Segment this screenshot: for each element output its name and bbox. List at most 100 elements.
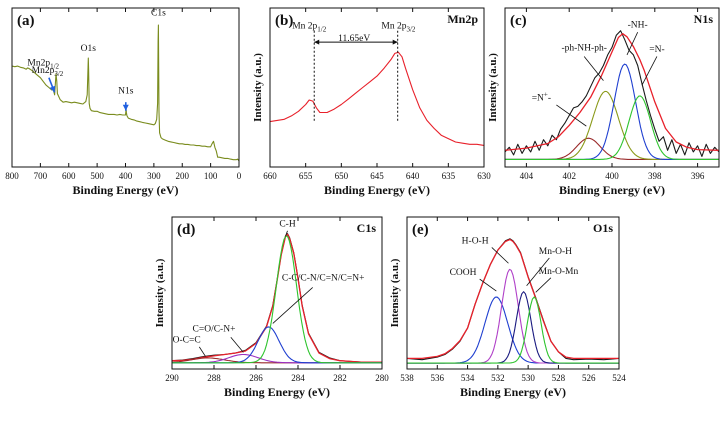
annotation-text: 11.65eV <box>338 34 370 44</box>
annotation-label: Mn2p3/2 <box>32 66 64 78</box>
annotation-arrow-head <box>49 85 56 93</box>
series-peak <box>407 296 619 364</box>
x-axis-label: Binding Energy (eV) <box>72 183 178 197</box>
plot-frame <box>406 216 620 370</box>
leader-line <box>198 346 206 357</box>
x-tick-label: 524 <box>612 373 626 383</box>
annotation-label: C-C/C-N/C=N/C=N+ <box>282 274 365 284</box>
plot-frame <box>504 7 720 168</box>
annotation-text: N1s <box>118 87 134 97</box>
annotation-label: -NH- <box>628 21 648 31</box>
annotation-text: Mn2p <box>27 58 50 68</box>
x-tick-label: 400 <box>605 171 619 181</box>
annotation-text: C-C/C-N/C=N/C=N+ <box>282 274 365 284</box>
annotation-tail: - <box>548 93 551 103</box>
x-tick-label: 400 <box>119 171 133 181</box>
x-axis-label: Binding Energy (eV) <box>324 183 430 197</box>
panel-d: 290 288 286 284 282 280 (d) C1s Binding Energy (… <box>154 216 389 399</box>
annotation-sub: 1/2 <box>317 25 326 33</box>
x-tick-label: 282 <box>333 373 347 383</box>
annotation-text: Mn 2p <box>292 21 317 31</box>
panel-label: (b) <box>275 13 293 29</box>
annotation-sup: + <box>544 90 548 98</box>
x-tick-label: 526 <box>582 373 596 383</box>
x-axis-label: Binding Energy (eV) <box>460 385 566 399</box>
x-tick-label: 534 <box>461 373 475 383</box>
x-tick-label: 396 <box>691 171 705 181</box>
panel-a: 800 700 600 500 400 300 200 100 0 (a) Binding Ener… <box>5 7 242 197</box>
series-fit <box>407 238 619 360</box>
annotation-sub: 3/2 <box>406 25 415 33</box>
x-tick-label: 300 <box>147 171 161 181</box>
leader-line <box>479 278 497 292</box>
x-tick-label: 288 <box>207 373 221 383</box>
series-line <box>505 30 719 157</box>
panel-e: 538 536 534 532 530 528 526 524 (e) O1s Binding En… <box>389 216 626 399</box>
curves <box>172 233 382 364</box>
leader-line <box>491 247 509 264</box>
annotation-text: =N- <box>649 45 664 55</box>
series-line <box>270 51 484 146</box>
annotation-text: Mn-O-H <box>539 247 572 257</box>
panel-label: (e) <box>412 222 429 238</box>
panel-label: (c) <box>510 13 527 29</box>
plot-frame <box>269 7 485 168</box>
annotation-text: =N <box>532 93 544 103</box>
panel-label: (a) <box>17 13 35 29</box>
annotation-text: Mn2p <box>32 66 55 76</box>
x-tick-label: 640 <box>406 171 420 181</box>
x-tick-label: 650 <box>335 171 349 181</box>
panel-label: (d) <box>177 222 195 238</box>
x-tick-label: 800 <box>5 171 19 181</box>
series-peak <box>407 296 619 364</box>
annotation-text: -ph-NH-ph- <box>561 43 606 53</box>
panel-b: 660 655 650 645 640 635 630 (b) Mn2p Binding Ener… <box>252 7 491 197</box>
annotation-text: C=O/C-N+ <box>193 325 236 335</box>
x-axis-label: Binding Energy (eV) <box>559 183 665 197</box>
annotation-label: Mn 2p1/2 <box>292 21 327 33</box>
panel-title: O1s <box>593 221 613 235</box>
x-tick-label: 536 <box>431 373 445 383</box>
x-tick-label: 532 <box>491 373 505 383</box>
annotation-label: 11.65eV <box>338 34 370 44</box>
x-tick-label: 530 <box>521 373 535 383</box>
annotation-text: H-O-H <box>462 236 489 246</box>
annotation-label: Mn-O-Mn <box>539 267 579 277</box>
x-tick-label: 600 <box>62 171 76 181</box>
annotation-sub: 3/2 <box>54 70 63 78</box>
x-tick-label: 100 <box>204 171 218 181</box>
x-tick-label: 660 <box>263 171 277 181</box>
leader-line <box>641 56 658 86</box>
series-peak <box>407 268 619 364</box>
x-tick-label: 290 <box>165 373 179 383</box>
panel-title: Mn2p <box>447 12 478 26</box>
x-tick-label: 528 <box>552 373 566 383</box>
annotation-arrow-head <box>122 104 129 111</box>
x-tick-label: 635 <box>442 171 456 181</box>
x-tick-label: 645 <box>370 171 384 181</box>
x-tick-label: 630 <box>477 171 491 181</box>
annotation-label: Mn2p1/2 <box>27 58 59 70</box>
y-axis-label: Intensity (a.u.) <box>252 53 264 122</box>
x-tick-label: 284 <box>291 373 305 383</box>
x-tick-label: 500 <box>90 171 104 181</box>
annotation-label: COOH <box>450 268 477 278</box>
y-axis-label: Intensity (a.u.) <box>487 53 499 122</box>
annotation-sub: 1/2 <box>50 62 59 70</box>
series-peak <box>407 291 619 364</box>
annotation-label: O1s <box>81 44 97 54</box>
series-line <box>172 233 382 363</box>
plot-frame <box>171 216 383 370</box>
x-tick-label: 286 <box>249 373 263 383</box>
annotation-label: O-C=C <box>173 336 201 346</box>
leader-line <box>583 56 604 81</box>
curves <box>505 30 719 160</box>
x-tick-label: 700 <box>34 171 48 181</box>
x-tick-label: 0 <box>237 171 242 181</box>
y-axis-label: Intensity (a.u.) <box>389 258 401 327</box>
annotation-label: C=O/C-N+ <box>193 325 236 335</box>
annotation-text: C-H <box>279 220 296 230</box>
span-arrow-head-left <box>314 39 320 45</box>
span-arrow-head-right <box>392 39 398 45</box>
